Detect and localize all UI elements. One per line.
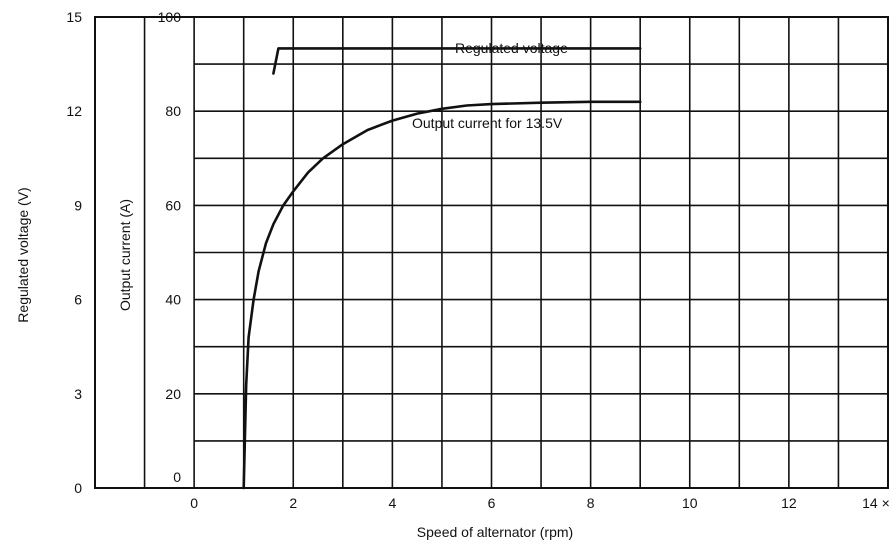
x-tick-label: 0 <box>190 495 198 511</box>
voltage-tick-label: 0 <box>74 480 82 496</box>
current-tick-label: 80 <box>165 103 181 119</box>
current-axis-title: Output current (A) <box>117 199 133 311</box>
x-tick-label: 6 <box>488 495 496 511</box>
x-axis-title: Speed of alternator (rpm) <box>417 524 573 540</box>
x-tick-label: 14 × 10³ <box>862 495 894 511</box>
regulated-voltage-line <box>272 47 642 75</box>
voltage-tick-label: 15 <box>66 9 82 25</box>
series-label-voltage: Regulated voltage <box>455 40 568 56</box>
series-layer <box>242 47 642 490</box>
x-tick-label: 2 <box>289 495 297 511</box>
x-tick-label: 4 <box>388 495 396 511</box>
current-tick-label: 60 <box>165 197 181 213</box>
grid <box>94 16 889 489</box>
voltage-tick-label: 9 <box>74 197 82 213</box>
current-tick-label: 100 <box>158 9 182 25</box>
voltage-axis-title: Regulated voltage (V) <box>15 187 31 322</box>
series-label-current: Output current for 13.5V <box>412 115 563 131</box>
current-tick-label: 40 <box>165 292 181 308</box>
x-tick-label: 8 <box>587 495 595 511</box>
current-tick-label: 0 <box>173 469 181 485</box>
tick-labels: 0 2 4 6 8 10 12 14 × 10³ 0 3 6 9 12 15 0 20 40 60 80 100 <box>66 9 894 511</box>
current-tick-label: 20 <box>165 386 181 402</box>
output-current-line <box>242 100 642 490</box>
voltage-tick-label: 6 <box>74 292 82 308</box>
voltage-tick-label: 12 <box>66 103 82 119</box>
x-tick-label: 12 <box>781 495 797 511</box>
x-tick-label: 10 <box>682 495 698 511</box>
voltage-tick-label: 3 <box>74 386 82 402</box>
